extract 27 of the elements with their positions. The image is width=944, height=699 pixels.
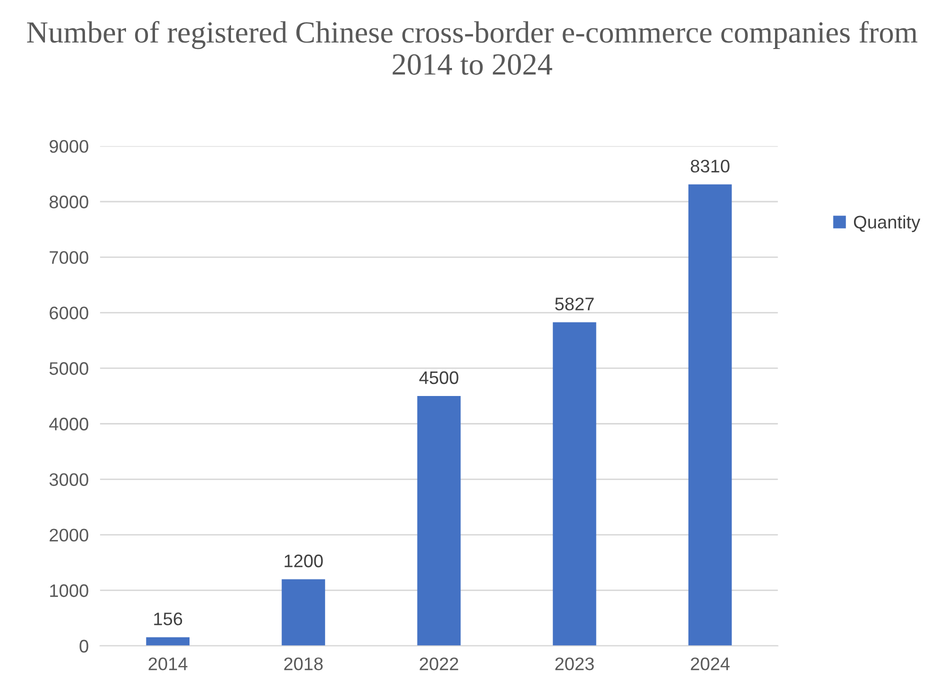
bar [688,184,732,646]
x-tick-label: 2018 [284,657,323,670]
y-tick-label: 8000 [50,196,88,208]
x-tick-label: 2023 [555,657,594,670]
y-tick-label: 4000 [49,418,88,430]
bar [552,322,596,646]
x-tick-label: 2024 [690,657,730,670]
legend-label: Quantity [854,215,920,232]
y-tick-label: 3000 [49,473,88,486]
y-tick-label: 1000 [50,584,88,598]
bar [146,637,190,646]
y-tick-label: 9000 [50,140,88,153]
y-tick-label: 6000 [50,306,88,320]
data-label: 8310 [690,160,730,173]
chart-title: Number of registered Chinese cross-border e-commerce companies from 2014 to 2024 [27,20,918,75]
x-tick-label: 2014 [148,657,188,670]
data-label: 5827 [555,298,594,310]
bar [282,579,326,646]
y-tick-label: 0 [80,640,88,653]
data-label: 1200 [284,554,323,568]
data-label: 156 [154,612,182,626]
y-tick-label: 5000 [50,362,88,375]
x-tick-label: 2022 [420,657,458,670]
y-tick-label: 7000 [50,251,88,264]
bar [417,396,461,646]
data-label: 4500 [419,371,458,384]
y-tick-label: 2000 [50,528,88,542]
